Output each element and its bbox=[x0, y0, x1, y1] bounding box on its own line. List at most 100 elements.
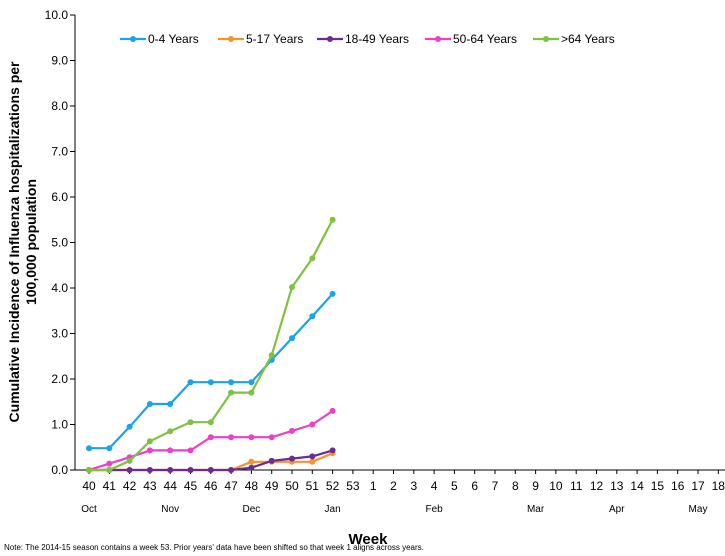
data-point bbox=[106, 460, 113, 467]
legend: 0-4 Years 5-17 Years 18-49 Years 50-64 Year… bbox=[120, 32, 615, 46]
data-point bbox=[207, 467, 214, 473]
data-point bbox=[146, 447, 153, 454]
data-point bbox=[187, 419, 194, 426]
data-point bbox=[146, 401, 153, 407]
y-tick-label: 6.0 bbox=[51, 190, 68, 204]
data-point bbox=[289, 427, 295, 434]
x-axis: 40 41 42 43 44 45 46 47 48 49 50 51 52 53 1 2 3 4 5 6 7 8 9 10 1… bbox=[82, 470, 725, 493]
legend-swatch-marker bbox=[543, 36, 549, 42]
month-labels: Oct Nov Dec Jan Feb Mar Apr May bbox=[81, 504, 707, 515]
x-tick-label: 52 bbox=[326, 479, 340, 493]
x-tick-label: 3 bbox=[410, 479, 417, 493]
data-point bbox=[309, 453, 316, 460]
legend-swatch-marker bbox=[228, 36, 234, 42]
x-tick-label: 50 bbox=[285, 479, 299, 493]
x-tick-label: 4 bbox=[431, 479, 438, 493]
y-tick-label: 9.0 bbox=[51, 54, 68, 68]
y-tick-label: 5.0 bbox=[51, 236, 68, 250]
data-point bbox=[329, 407, 336, 414]
y-tick-label: 2.0 bbox=[51, 372, 68, 386]
data-point bbox=[146, 467, 153, 473]
y-tick-label: 3.0 bbox=[51, 327, 68, 341]
y-tick-label: 0.0 bbox=[51, 463, 68, 477]
data-point bbox=[309, 255, 316, 262]
y-tick-label: 8.0 bbox=[51, 99, 68, 113]
x-tick-label: 40 bbox=[82, 479, 96, 493]
y-axis: 0.0 1.0 2.0 3.0 4.0 5.0 6.0 7.0 8.0 9.0 10.0 bbox=[45, 8, 75, 477]
y-tick-label: 1.0 bbox=[51, 418, 68, 432]
data-point bbox=[289, 284, 295, 291]
data-point bbox=[207, 434, 214, 441]
data-point bbox=[167, 401, 174, 407]
x-tick-label: 15 bbox=[651, 479, 665, 493]
x-tick-label: 10 bbox=[549, 479, 563, 493]
data-point bbox=[268, 434, 275, 441]
x-tick-label: 12 bbox=[590, 479, 604, 493]
x-tick-label: 6 bbox=[471, 479, 478, 493]
month-label: May bbox=[689, 504, 708, 515]
x-tick-label: 51 bbox=[306, 479, 320, 493]
x-tick-label: 41 bbox=[103, 479, 117, 493]
data-point bbox=[248, 458, 255, 465]
legend-label: >64 Years bbox=[561, 32, 615, 46]
month-label: Dec bbox=[243, 504, 261, 515]
x-tick-label: 8 bbox=[512, 479, 519, 493]
legend-swatch-marker bbox=[435, 36, 441, 42]
data-point bbox=[228, 467, 235, 473]
data-point bbox=[248, 389, 255, 396]
x-tick-label: 49 bbox=[265, 479, 279, 493]
data-point bbox=[126, 423, 133, 430]
y-axis-title: Cumulative Incidence of Influenza hospit… bbox=[6, 61, 39, 422]
x-tick-label: 16 bbox=[671, 479, 685, 493]
data-point bbox=[228, 389, 235, 396]
x-tick-label: 7 bbox=[492, 479, 499, 493]
legend-swatch-marker bbox=[130, 36, 136, 42]
month-label: Apr bbox=[609, 504, 625, 515]
data-point bbox=[289, 455, 295, 462]
month-label: Mar bbox=[527, 504, 545, 515]
y-axis-title-line2: 100,000 population bbox=[23, 179, 39, 305]
month-label: Feb bbox=[425, 504, 443, 515]
data-point bbox=[329, 216, 336, 223]
data-point bbox=[86, 467, 92, 473]
x-tick-label: 9 bbox=[532, 479, 539, 493]
data-point bbox=[268, 457, 275, 464]
x-tick-label: 47 bbox=[224, 479, 238, 493]
data-point bbox=[248, 464, 255, 471]
y-axis-title-line1: Cumulative Incidence of Influenza hospit… bbox=[6, 61, 22, 422]
footnote: Note: The 2014-15 season contains a week… bbox=[4, 543, 424, 552]
month-label: Jan bbox=[325, 504, 341, 515]
data-point bbox=[309, 458, 316, 465]
legend-label: 50-64 Years bbox=[453, 32, 517, 46]
y-tick-label: 4.0 bbox=[51, 281, 68, 295]
data-point bbox=[228, 379, 235, 386]
x-tick-label: 43 bbox=[143, 479, 157, 493]
data-point bbox=[309, 313, 316, 320]
y-tick-label: 10.0 bbox=[45, 8, 69, 22]
data-point bbox=[187, 467, 194, 473]
data-point bbox=[309, 421, 316, 428]
data-point bbox=[167, 467, 174, 473]
month-label: Oct bbox=[81, 504, 97, 515]
data-point bbox=[228, 434, 235, 441]
data-point bbox=[126, 467, 133, 473]
x-tick-label: 42 bbox=[123, 479, 137, 493]
data-point bbox=[126, 457, 133, 464]
data-point bbox=[248, 379, 255, 386]
x-tick-label: 46 bbox=[204, 479, 218, 493]
series-layer bbox=[86, 216, 336, 473]
x-tick-label: 13 bbox=[610, 479, 624, 493]
x-axis-title: Week bbox=[349, 531, 389, 548]
data-point bbox=[167, 447, 174, 454]
data-point bbox=[146, 438, 153, 445]
x-tick-label: 1 bbox=[370, 479, 377, 493]
y-tick-label: 7.0 bbox=[51, 145, 68, 159]
data-point bbox=[289, 335, 295, 342]
data-point bbox=[86, 445, 92, 452]
x-tick-label: 48 bbox=[245, 479, 259, 493]
x-tick-label: 18 bbox=[712, 479, 725, 493]
x-tick-label: 11 bbox=[570, 479, 583, 493]
month-label: Nov bbox=[161, 504, 179, 515]
x-tick-label: 45 bbox=[184, 479, 198, 493]
